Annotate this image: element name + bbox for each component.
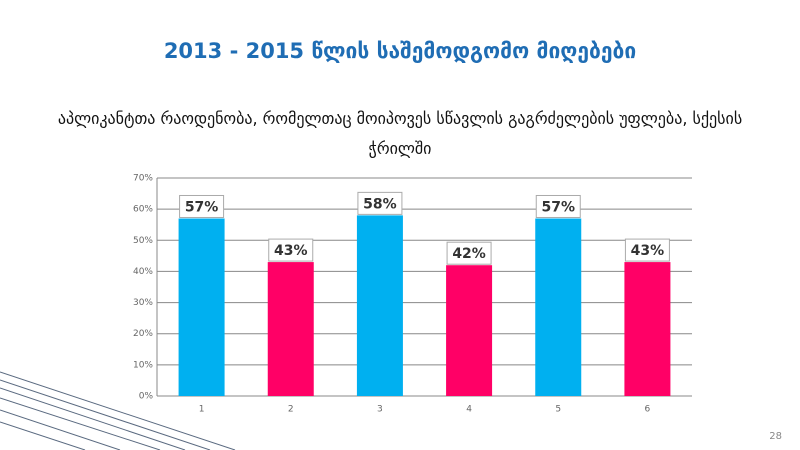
value-label: 57% [541,199,575,215]
bar [446,265,493,396]
chart-title: 2013 - 2015 წლის საშემოდგომო მიღებები [164,39,636,63]
bar [267,262,314,396]
y-tick-label: 70% [133,174,153,184]
y-tick-label: 40% [133,267,153,277]
chart-subtitle: აპლიკანტთა რაოდენობა, რომელთაც მოიპოვეს … [57,109,743,158]
value-label-box [624,238,670,262]
x-tick-label: 5 [555,405,561,415]
x-tick-label: 3 [377,405,383,415]
bar [178,218,225,396]
value-label-box [268,238,314,262]
x-tick-label: 4 [466,405,472,415]
y-tick-label: 20% [133,329,153,339]
page-number: 28 [769,431,782,442]
value-label-box [179,194,225,218]
x-tick-label: 2 [288,405,294,415]
y-tick-label: 50% [133,236,153,246]
value-label-box [357,191,403,215]
value-label-box [535,194,581,218]
y-tick-label: 60% [133,205,153,215]
bar [535,218,582,396]
y-tick-label: 30% [133,298,153,308]
y-tick-label: 0% [139,392,154,402]
value-label: 43% [631,243,665,259]
y-tick-label: 10% [133,360,153,370]
decoration [0,371,236,450]
value-label-box [446,241,492,265]
value-label: 57% [185,199,219,215]
x-tick-label: 6 [645,405,651,415]
bar [356,215,403,396]
value-label: 58% [363,196,397,212]
bar [624,262,671,396]
x-tick-label: 1 [199,405,205,415]
value-label: 42% [452,246,486,262]
value-label: 43% [274,243,308,259]
